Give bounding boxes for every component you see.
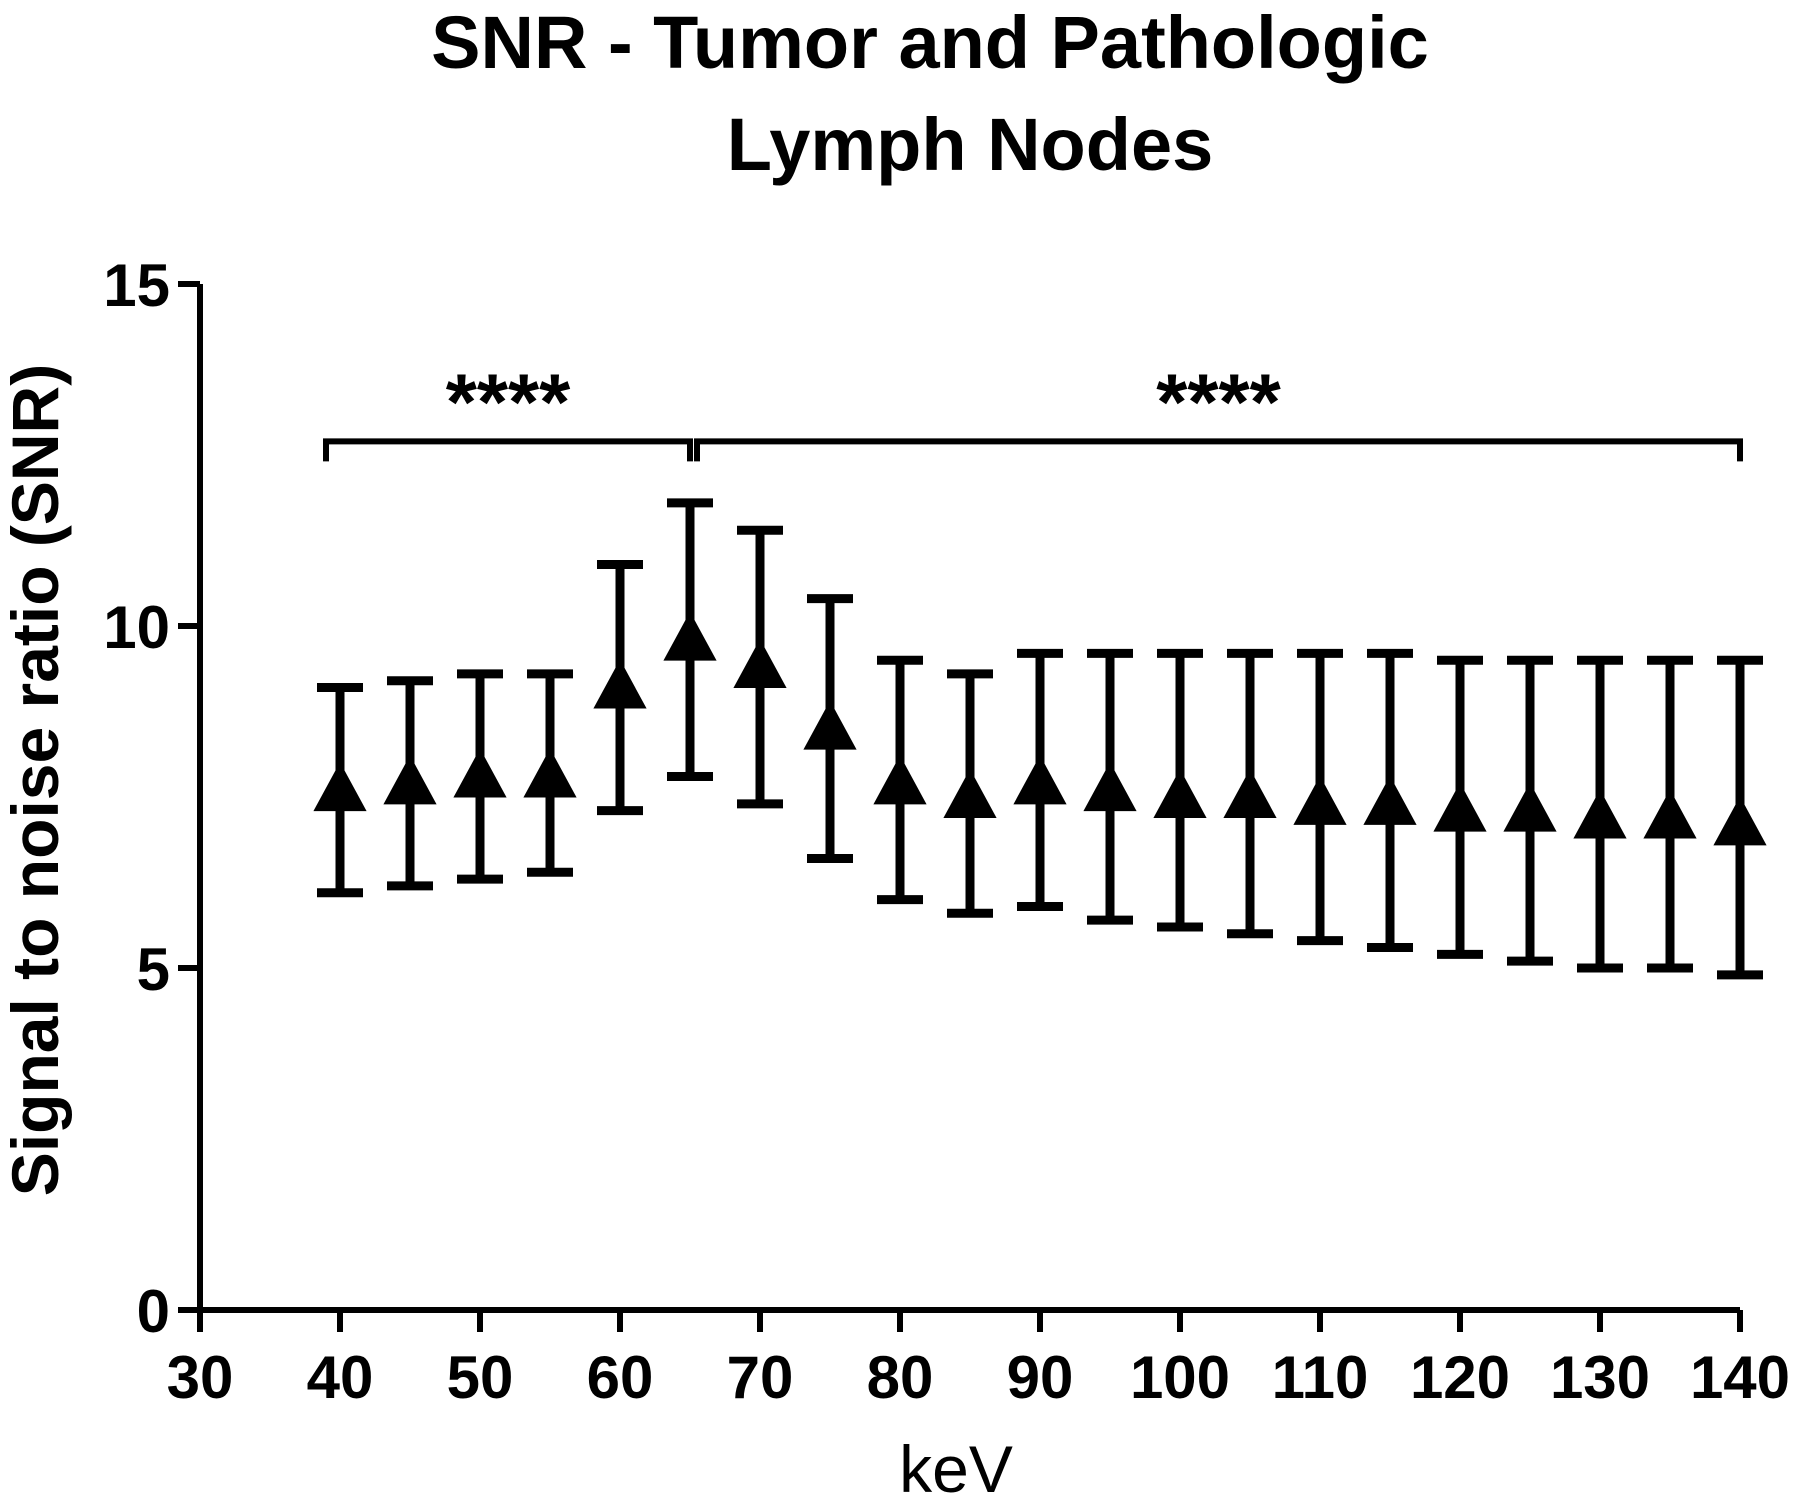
triangle-marker xyxy=(383,755,437,805)
chart-title-line-2: Lymph Nodes xyxy=(727,103,1214,186)
data-point xyxy=(873,655,927,905)
data-point xyxy=(1713,655,1767,980)
data-point xyxy=(733,525,787,809)
x-tick-label: 60 xyxy=(587,1344,654,1411)
x-tick-label: 140 xyxy=(1690,1344,1790,1411)
y-tick-label: 10 xyxy=(103,594,170,661)
triangle-marker xyxy=(313,762,367,812)
triangle-marker xyxy=(1293,775,1347,825)
x-tick-label: 40 xyxy=(307,1344,374,1411)
triangle-marker xyxy=(1433,782,1487,832)
data-point xyxy=(663,498,717,781)
chart-title-line-1: SNR - Tumor and Pathologic xyxy=(431,1,1429,84)
y-axis-label: Signal to noise ratio (SNR) xyxy=(0,364,72,1196)
data-point xyxy=(593,559,647,816)
triangle-marker xyxy=(523,748,577,798)
x-axis-label: keV xyxy=(899,1432,1013,1506)
triangle-marker xyxy=(803,700,857,750)
x-tick-label: 70 xyxy=(727,1344,794,1411)
x-tick-label: 90 xyxy=(1007,1344,1074,1411)
triangle-marker xyxy=(593,659,647,709)
data-point xyxy=(1643,655,1697,973)
data-point xyxy=(1223,648,1277,939)
data-point xyxy=(1153,648,1207,932)
triangle-marker xyxy=(1713,796,1767,846)
x-tick-label: 120 xyxy=(1410,1344,1510,1411)
data-point xyxy=(1013,648,1067,911)
data-point xyxy=(453,669,507,884)
data-point xyxy=(1363,648,1417,952)
significance-brackets: **** **** xyxy=(323,357,1743,462)
y-axis-label-group: Signal to noise ratio (SNR) xyxy=(0,364,72,1196)
triangle-marker xyxy=(663,611,717,661)
triangle-marker xyxy=(733,639,787,689)
data-point xyxy=(1433,655,1487,959)
chart-title: SNR - Tumor and Pathologic Lymph Nodes xyxy=(431,1,1429,186)
data-point xyxy=(1293,648,1347,946)
y-tick-label: 0 xyxy=(137,1278,170,1345)
triangle-marker xyxy=(1503,782,1557,832)
axes: 0 5 10 15 30 40 50 60 70 80 90 100 110 120 130 140 xyxy=(103,252,1790,1411)
triangle-marker xyxy=(453,748,507,798)
data-point xyxy=(943,669,997,918)
x-tick-label: 100 xyxy=(1130,1344,1230,1411)
triangle-marker xyxy=(1153,769,1207,818)
data-point xyxy=(1083,648,1137,925)
significance-label: **** xyxy=(446,357,571,446)
y-tick-label: 5 xyxy=(137,936,170,1003)
triangle-marker xyxy=(1363,775,1417,825)
data-point xyxy=(1503,655,1557,966)
significance-bracket xyxy=(694,438,1743,462)
y-tick-label: 15 xyxy=(103,252,170,319)
x-tick-label: 80 xyxy=(867,1344,934,1411)
triangle-marker xyxy=(1223,769,1277,818)
data-point xyxy=(1573,655,1627,973)
significance-bracket xyxy=(323,438,693,462)
triangle-marker xyxy=(873,755,927,805)
significance-label: **** xyxy=(1156,357,1281,446)
data-points xyxy=(313,498,1767,980)
x-tick-label: 110 xyxy=(1272,1344,1369,1411)
triangle-marker xyxy=(1643,789,1697,839)
triangle-marker xyxy=(1573,789,1627,839)
triangle-marker xyxy=(1013,755,1067,805)
triangle-marker xyxy=(943,769,997,818)
x-tick-label: 30 xyxy=(167,1344,234,1411)
data-point xyxy=(523,669,577,877)
x-tick-label: 50 xyxy=(447,1344,514,1411)
x-tick-label: 130 xyxy=(1550,1344,1650,1411)
data-point xyxy=(383,676,437,891)
data-point xyxy=(803,594,857,864)
triangle-marker xyxy=(1083,762,1137,812)
data-point xyxy=(313,683,367,898)
